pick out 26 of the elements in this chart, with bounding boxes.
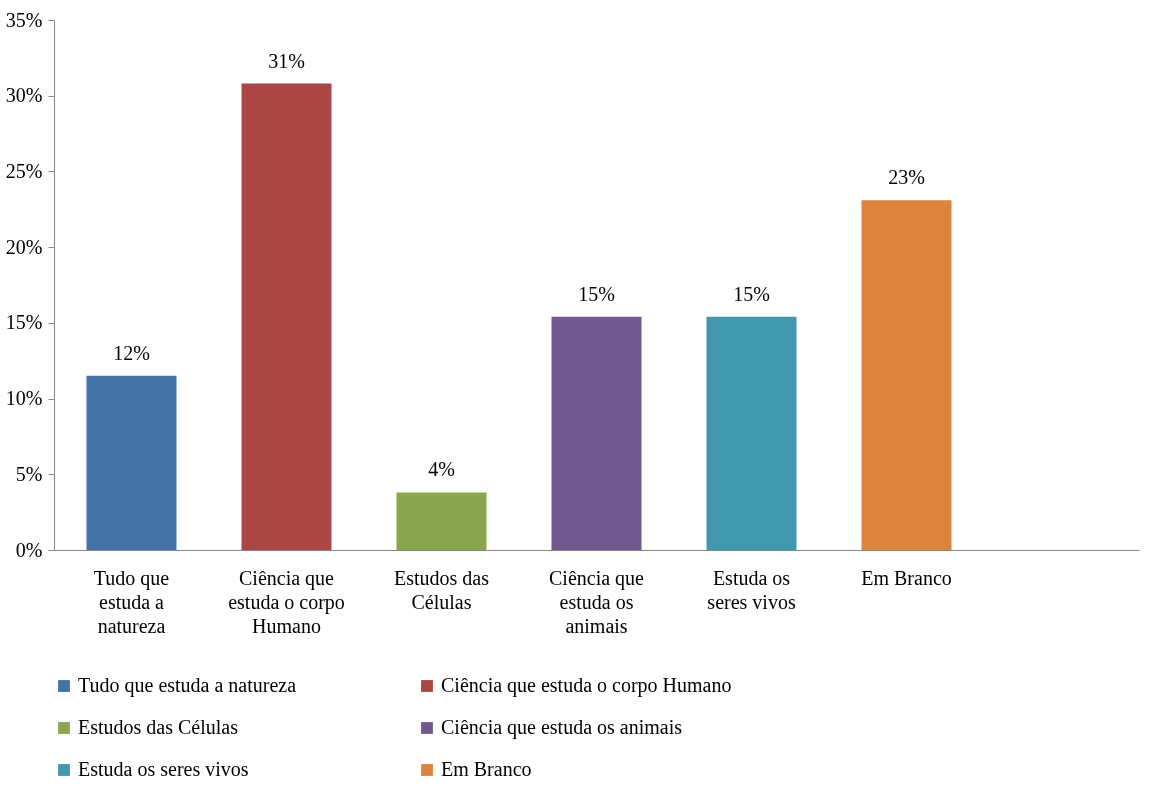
legend-label: Estuda os seres vivos [78,758,249,780]
legend-label: Em Branco [441,758,532,780]
y-tick-label: 5% [15,462,43,485]
x-tick-label: Estudos das Células [394,566,490,613]
legend-label: Ciência que estuda o corpo Humano [441,674,732,697]
y-tick-label: 30% [5,84,43,107]
x-tick-label: Em Branco [861,566,952,589]
legend-label: Estudos das Células [78,716,239,738]
y-tick-label: 25% [5,159,43,182]
legend-label: Ciência que estuda os animais [441,716,683,739]
legend-label: Tudo que estuda a natureza [78,674,297,697]
data-label: 15% [733,282,770,305]
data-label: 4% [428,458,455,481]
data-label: 12% [113,341,150,364]
y-tick-label: 15% [5,311,43,334]
x-tick-label: Ciência que estuda os animais [549,566,645,637]
y-tick-label: 20% [5,235,43,258]
y-tick-label: 0% [15,538,43,561]
data-label: 23% [888,166,925,189]
data-label: 31% [268,49,305,72]
y-tick-label: 10% [5,387,43,410]
x-tick-label: Ciência que estuda o corpo Humano [228,566,345,637]
data-label: 15% [578,282,615,305]
y-tick-label: 35% [5,8,43,31]
x-tick-label: Tudo que estuda a natureza [93,566,170,637]
x-tick-label: Estuda os seres vivos [707,566,796,613]
